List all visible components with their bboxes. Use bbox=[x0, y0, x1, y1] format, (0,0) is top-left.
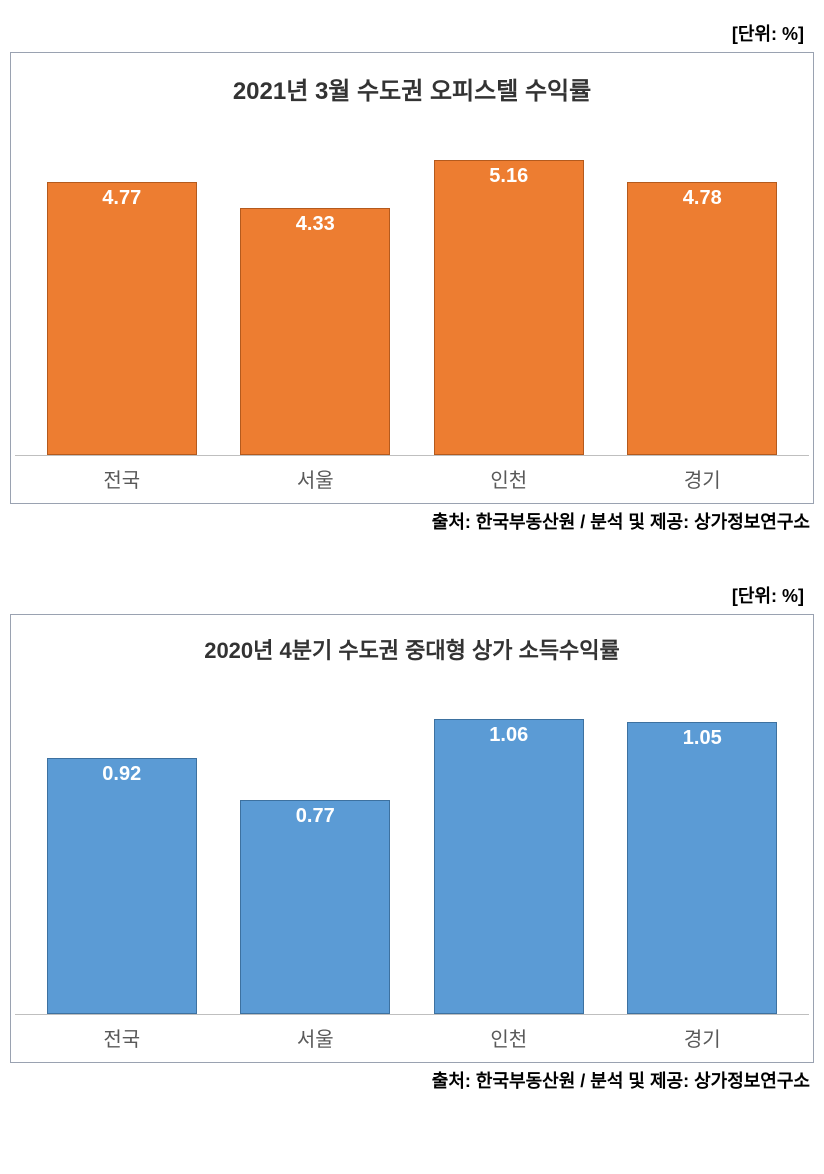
chart-2-source: 출처: 한국부동산원 / 분석 및 제공: 상가정보연구소 bbox=[10, 1067, 814, 1093]
chart-1-bars-area: 4.77 4.33 5.16 4.78 bbox=[15, 136, 809, 456]
chart-1-source: 출처: 한국부동산원 / 분석 및 제공: 상가정보연구소 bbox=[10, 508, 814, 534]
bar-slot: 4.33 bbox=[219, 213, 413, 455]
bar bbox=[434, 719, 584, 1014]
chart-1-title: 2021년 3월 수도권 오피스텔 수익률 bbox=[15, 71, 809, 106]
bar bbox=[627, 722, 777, 1014]
xaxis-label: 전국 bbox=[25, 464, 219, 493]
bar-slot: 4.77 bbox=[25, 187, 219, 455]
bar-value-label: 5.16 bbox=[489, 165, 528, 188]
unit-label: [단위: %] bbox=[10, 582, 814, 608]
bar-value-label: 1.05 bbox=[683, 727, 722, 750]
bar-value-label: 4.77 bbox=[102, 187, 141, 210]
chart-1-block: [단위: %] 2021년 3월 수도권 오피스텔 수익률 4.77 4.33 5.… bbox=[10, 20, 814, 534]
xaxis-label: 서울 bbox=[219, 1023, 413, 1052]
bar bbox=[434, 160, 584, 455]
xaxis-label: 경기 bbox=[606, 1023, 800, 1052]
bar bbox=[47, 758, 197, 1014]
chart-2-bars-area: 0.92 0.77 1.06 1.05 bbox=[15, 695, 809, 1015]
bar-slot: 4.78 bbox=[606, 187, 800, 455]
chart-1-xaxis: 전국서울인천경기 bbox=[15, 456, 809, 493]
unit-label: [단위: %] bbox=[10, 20, 814, 46]
bar-slot: 1.06 bbox=[412, 724, 606, 1014]
bar-slot: 0.92 bbox=[25, 763, 219, 1014]
xaxis-label: 경기 bbox=[606, 464, 800, 493]
chart-2-title: 2020년 4분기 수도권 중대형 상가 소득수익률 bbox=[15, 633, 809, 665]
bar-value-label: 4.78 bbox=[683, 187, 722, 210]
chart-1-frame: 2021년 3월 수도권 오피스텔 수익률 4.77 4.33 5.16 4.78 전… bbox=[10, 52, 814, 504]
bar-value-label: 0.77 bbox=[296, 805, 335, 828]
chart-2-xaxis: 전국서울인천경기 bbox=[15, 1015, 809, 1052]
xaxis-label: 인천 bbox=[412, 464, 606, 493]
bar bbox=[47, 182, 197, 455]
bar bbox=[240, 800, 390, 1014]
xaxis-label: 전국 bbox=[25, 1023, 219, 1052]
bar bbox=[240, 208, 390, 455]
bar-value-label: 0.92 bbox=[102, 763, 141, 786]
bar-slot: 1.05 bbox=[606, 727, 800, 1014]
chart-2-frame: 2020년 4분기 수도권 중대형 상가 소득수익률 0.92 0.77 1.06 1… bbox=[10, 614, 814, 1063]
bar-value-label: 4.33 bbox=[296, 213, 335, 236]
chart-2-block: [단위: %] 2020년 4분기 수도권 중대형 상가 소득수익률 0.920… bbox=[10, 582, 814, 1093]
bar-value-label: 1.06 bbox=[489, 724, 528, 747]
xaxis-label: 서울 bbox=[219, 464, 413, 493]
bar-slot: 0.77 bbox=[219, 805, 413, 1014]
bar-slot: 5.16 bbox=[412, 165, 606, 455]
xaxis-label: 인천 bbox=[412, 1023, 606, 1052]
bar bbox=[627, 182, 777, 455]
